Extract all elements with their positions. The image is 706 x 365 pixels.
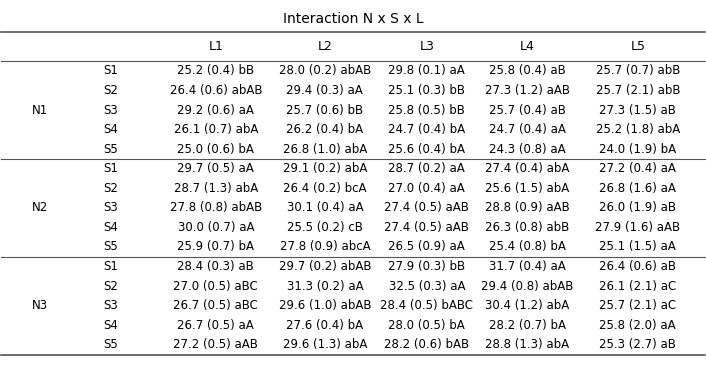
Text: 29.7 (0.2) abAB: 29.7 (0.2) abAB <box>279 260 371 273</box>
Text: 28.4 (0.3) aB: 28.4 (0.3) aB <box>177 260 254 273</box>
Text: S5: S5 <box>103 338 118 351</box>
Text: L1: L1 <box>208 40 223 53</box>
Text: 26.4 (0.6) abAB: 26.4 (0.6) abAB <box>169 84 262 97</box>
Text: 28.0 (0.2) abAB: 28.0 (0.2) abAB <box>279 65 371 77</box>
Text: 29.4 (0.8) abAB: 29.4 (0.8) abAB <box>481 280 573 293</box>
Text: 24.3 (0.8) aA: 24.3 (0.8) aA <box>489 143 566 156</box>
Text: 26.1 (2.1) aC: 26.1 (2.1) aC <box>599 280 676 293</box>
Text: 27.4 (0.4) abA: 27.4 (0.4) abA <box>485 162 570 175</box>
Text: 26.5 (0.9) aA: 26.5 (0.9) aA <box>388 241 465 253</box>
Text: S4: S4 <box>103 319 118 332</box>
Text: 25.7 (0.4) aB: 25.7 (0.4) aB <box>489 104 566 116</box>
Text: L4: L4 <box>520 40 535 53</box>
Text: 25.7 (0.7) abB: 25.7 (0.7) abB <box>596 65 680 77</box>
Text: 27.9 (0.3) bB: 27.9 (0.3) bB <box>388 260 465 273</box>
Text: S2: S2 <box>103 182 118 195</box>
Text: 27.8 (0.8) abAB: 27.8 (0.8) abAB <box>169 201 262 214</box>
Text: 27.0 (0.4) aA: 27.0 (0.4) aA <box>388 182 465 195</box>
Text: 25.2 (1.8) abA: 25.2 (1.8) abA <box>596 123 680 136</box>
Text: S1: S1 <box>103 260 118 273</box>
Text: 28.0 (0.5) bA: 28.0 (0.5) bA <box>388 319 465 332</box>
Text: 29.7 (0.5) aA: 29.7 (0.5) aA <box>177 162 254 175</box>
Text: S3: S3 <box>103 104 118 116</box>
Text: 29.2 (0.6) aA: 29.2 (0.6) aA <box>177 104 254 116</box>
Text: 24.0 (1.9) bA: 24.0 (1.9) bA <box>599 143 676 156</box>
Text: 26.8 (1.6) aA: 26.8 (1.6) aA <box>599 182 676 195</box>
Text: S4: S4 <box>103 221 118 234</box>
Text: 26.4 (0.6) aB: 26.4 (0.6) aB <box>599 260 676 273</box>
Text: S5: S5 <box>103 143 118 156</box>
Text: 27.3 (1.2) aAB: 27.3 (1.2) aAB <box>485 84 570 97</box>
Text: 25.4 (0.8) bA: 25.4 (0.8) bA <box>489 241 566 253</box>
Text: 25.8 (2.0) aA: 25.8 (2.0) aA <box>599 319 676 332</box>
Text: 29.1 (0.2) abA: 29.1 (0.2) abA <box>282 162 367 175</box>
Text: 27.2 (0.5) aAB: 27.2 (0.5) aAB <box>174 338 258 351</box>
Text: 27.4 (0.5) aAB: 27.4 (0.5) aAB <box>384 201 469 214</box>
Text: S2: S2 <box>103 84 118 97</box>
Text: S1: S1 <box>103 162 118 175</box>
Text: 26.3 (0.8) abB: 26.3 (0.8) abB <box>485 221 570 234</box>
Text: 29.6 (1.3) abA: 29.6 (1.3) abA <box>282 338 367 351</box>
Text: S3: S3 <box>103 201 118 214</box>
Text: 28.2 (0.6) bAB: 28.2 (0.6) bAB <box>384 338 469 351</box>
Text: 28.7 (1.3) abA: 28.7 (1.3) abA <box>174 182 258 195</box>
Text: 25.0 (0.6) bA: 25.0 (0.6) bA <box>177 143 254 156</box>
Text: 27.0 (0.5) aBC: 27.0 (0.5) aBC <box>174 280 258 293</box>
Text: 26.7 (0.5) aBC: 26.7 (0.5) aBC <box>174 299 258 312</box>
Text: 25.2 (0.4) bB: 25.2 (0.4) bB <box>177 65 254 77</box>
Text: S5: S5 <box>103 241 118 253</box>
Text: 25.6 (1.5) abA: 25.6 (1.5) abA <box>485 182 570 195</box>
Text: 29.6 (1.0) abAB: 29.6 (1.0) abAB <box>279 299 371 312</box>
Text: 31.7 (0.4) aA: 31.7 (0.4) aA <box>489 260 566 273</box>
Text: 26.0 (1.9) aB: 26.0 (1.9) aB <box>599 201 676 214</box>
Text: 30.0 (0.7) aA: 30.0 (0.7) aA <box>178 221 254 234</box>
Text: 26.4 (0.2) bcA: 26.4 (0.2) bcA <box>283 182 366 195</box>
Text: 29.8 (0.1) aA: 29.8 (0.1) aA <box>388 65 465 77</box>
Text: 31.3 (0.2) aA: 31.3 (0.2) aA <box>287 280 363 293</box>
Text: S4: S4 <box>103 123 118 136</box>
Text: S1: S1 <box>103 65 118 77</box>
Text: Interaction N x S x L: Interaction N x S x L <box>282 12 424 26</box>
Text: 27.8 (0.9) abcA: 27.8 (0.9) abcA <box>280 241 370 253</box>
Text: 28.8 (1.3) abA: 28.8 (1.3) abA <box>485 338 570 351</box>
Text: 24.7 (0.4) bA: 24.7 (0.4) bA <box>388 123 465 136</box>
Text: 27.4 (0.5) aAB: 27.4 (0.5) aAB <box>384 221 469 234</box>
Text: 25.7 (2.1) aC: 25.7 (2.1) aC <box>599 299 676 312</box>
Text: L5: L5 <box>630 40 645 53</box>
Text: 25.1 (1.5) aA: 25.1 (1.5) aA <box>599 241 676 253</box>
Text: N2: N2 <box>32 201 48 214</box>
Text: 28.7 (0.2) aA: 28.7 (0.2) aA <box>388 162 465 175</box>
Text: 29.4 (0.3) aA: 29.4 (0.3) aA <box>287 84 364 97</box>
Text: 25.7 (2.1) abB: 25.7 (2.1) abB <box>596 84 680 97</box>
Text: N1: N1 <box>32 104 48 116</box>
Text: 25.5 (0.2) cB: 25.5 (0.2) cB <box>287 221 363 234</box>
Text: 32.5 (0.3) aA: 32.5 (0.3) aA <box>388 280 465 293</box>
Text: 27.3 (1.5) aB: 27.3 (1.5) aB <box>599 104 676 116</box>
Text: S2: S2 <box>103 280 118 293</box>
Text: S3: S3 <box>103 299 118 312</box>
Text: 26.8 (1.0) abA: 26.8 (1.0) abA <box>282 143 367 156</box>
Text: 28.2 (0.7) bA: 28.2 (0.7) bA <box>489 319 566 332</box>
Text: 28.4 (0.5) bABC: 28.4 (0.5) bABC <box>381 299 473 312</box>
Text: 25.8 (0.5) bB: 25.8 (0.5) bB <box>388 104 465 116</box>
Text: 28.8 (0.9) aAB: 28.8 (0.9) aAB <box>485 201 570 214</box>
Text: 30.4 (1.2) abA: 30.4 (1.2) abA <box>485 299 570 312</box>
Text: 24.7 (0.4) aA: 24.7 (0.4) aA <box>489 123 566 136</box>
Text: 25.3 (2.7) aB: 25.3 (2.7) aB <box>599 338 676 351</box>
Text: 26.1 (0.7) abA: 26.1 (0.7) abA <box>174 123 258 136</box>
Text: 30.1 (0.4) aA: 30.1 (0.4) aA <box>287 201 363 214</box>
Text: 25.8 (0.4) aB: 25.8 (0.4) aB <box>489 65 566 77</box>
Text: 27.9 (1.6) aAB: 27.9 (1.6) aAB <box>595 221 681 234</box>
Text: L3: L3 <box>419 40 434 53</box>
Text: 27.6 (0.4) bA: 27.6 (0.4) bA <box>287 319 364 332</box>
Text: 25.6 (0.4) bA: 25.6 (0.4) bA <box>388 143 465 156</box>
Text: 26.7 (0.5) aA: 26.7 (0.5) aA <box>177 319 254 332</box>
Text: L2: L2 <box>318 40 333 53</box>
Text: N3: N3 <box>32 299 48 312</box>
Text: 25.1 (0.3) bB: 25.1 (0.3) bB <box>388 84 465 97</box>
Text: 27.2 (0.4) aA: 27.2 (0.4) aA <box>599 162 676 175</box>
Text: 25.7 (0.6) bB: 25.7 (0.6) bB <box>287 104 364 116</box>
Text: 26.2 (0.4) bA: 26.2 (0.4) bA <box>287 123 364 136</box>
Text: 25.9 (0.7) bA: 25.9 (0.7) bA <box>177 241 254 253</box>
